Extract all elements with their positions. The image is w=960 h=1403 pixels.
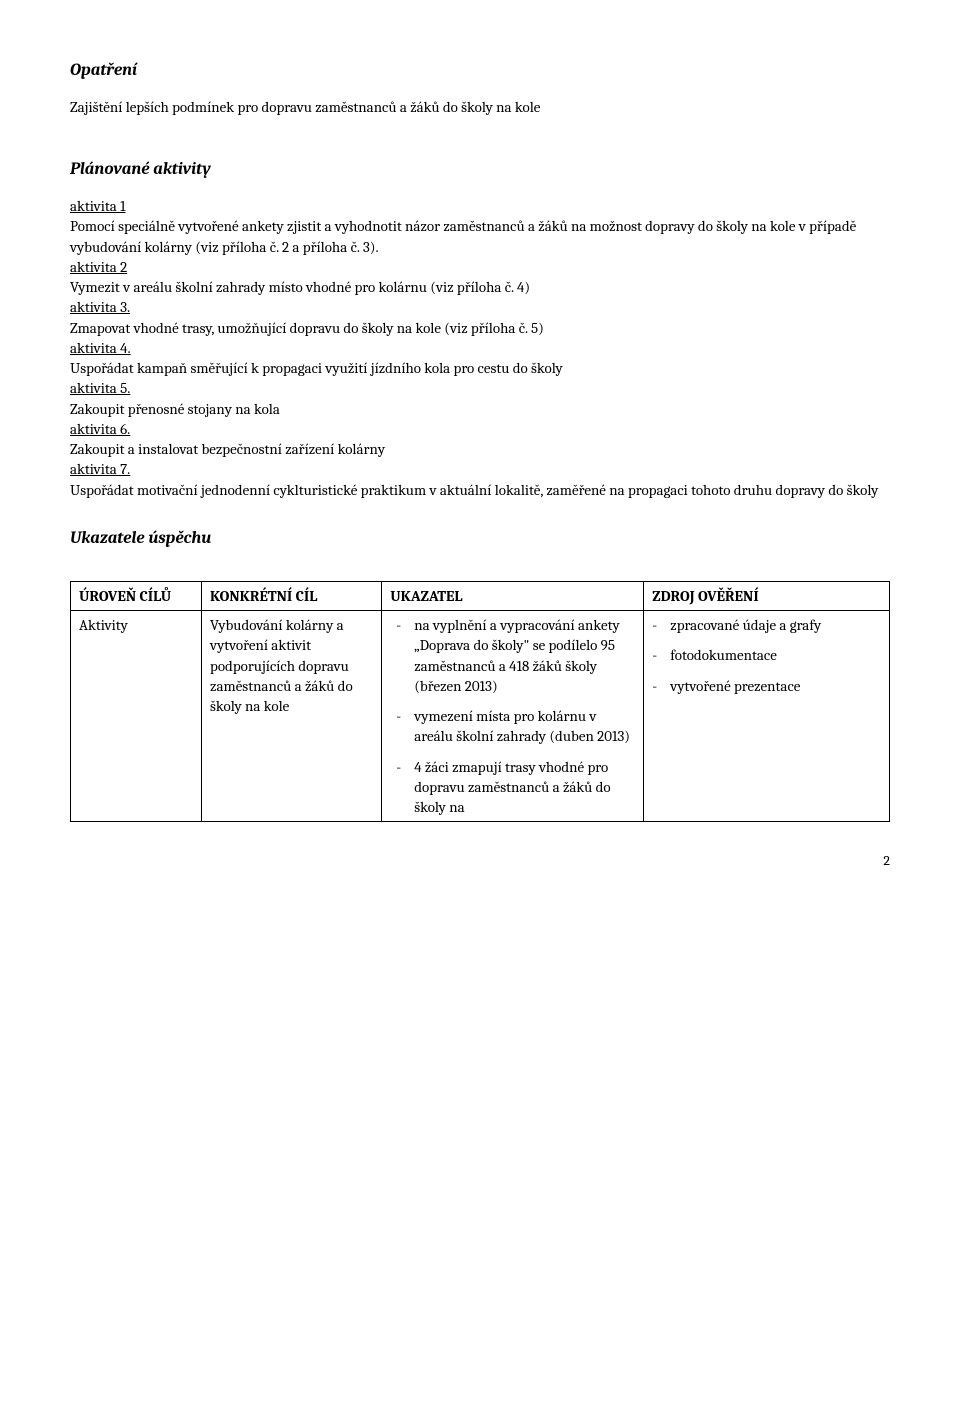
indicator-item: - vymezení místa pro kolárnu v areálu šk… <box>390 706 635 747</box>
indicators-table: ÚROVEŇ CÍLŮ KONKRÉTNÍ CÍL UKAZATEL ZDROJ… <box>70 581 890 823</box>
activity-1: aktivita 1 Pomocí speciálně vytvořené an… <box>70 196 890 257</box>
activity-5: aktivita 5. Zakoupit přenosné stojany na… <box>70 378 890 419</box>
opatreni-text: Zajištění lepších podmínek pro dopravu z… <box>70 97 890 117</box>
th-source: ZDROJ OVĚŘENÍ <box>644 581 890 610</box>
activity-2-label: aktivita 2 <box>70 258 127 276</box>
source-item: - zpracované údaje a grafy <box>652 615 881 635</box>
th-indicator: UKAZATEL <box>382 581 644 610</box>
dash-icon: - <box>390 615 414 696</box>
activity-6-label: aktivita 6. <box>70 420 130 438</box>
dash-icon: - <box>652 676 670 696</box>
heading-planovane-aktivity: Plánované aktivity <box>70 159 890 182</box>
cell-sources: - zpracované údaje a grafy - fotodokumen… <box>644 611 890 822</box>
activity-1-text: Pomocí speciálně vytvořené ankety zjisti… <box>70 217 856 255</box>
table-row: Aktivity Vybudování kolárny a vytvoření … <box>71 611 890 822</box>
activity-3-text: Zmapovat vhodné trasy, umožňující doprav… <box>70 319 544 337</box>
cell-indicators: - na vyplnění a vypracování ankety „Dopr… <box>382 611 644 822</box>
activity-7-label: aktivita 7. <box>70 460 130 478</box>
activity-3: aktivita 3. Zmapovat vhodné trasy, umožň… <box>70 297 890 338</box>
activity-4-text: Uspořádat kampaň směřující k propagaci v… <box>70 359 563 377</box>
th-goal: KONKRÉTNÍ CÍL <box>202 581 382 610</box>
activity-4-label: aktivita 4. <box>70 339 131 357</box>
activity-2: aktivita 2 Vymezit v areálu školní zahra… <box>70 257 890 298</box>
activity-1-label: aktivita 1 <box>70 197 126 215</box>
activity-5-text: Zakoupit přenosné stojany na kola <box>70 400 280 418</box>
source-text-2: fotodokumentace <box>670 645 881 665</box>
source-text-3: vytvořené prezentace <box>670 676 881 696</box>
cell-level: Aktivity <box>71 611 202 822</box>
activity-3-label: aktivita 3. <box>70 298 130 316</box>
activity-7-text: Uspořádat motivační jednodenní cyklturis… <box>70 481 878 499</box>
dash-icon: - <box>652 615 670 635</box>
indicator-item: - 4 žáci zmapují trasy vhodné pro doprav… <box>390 757 635 818</box>
source-item: - fotodokumentace <box>652 645 881 665</box>
activity-5-label: aktivita 5. <box>70 379 130 397</box>
dash-icon: - <box>390 757 414 818</box>
activity-7: aktivita 7. Uspořádat motivační jednoden… <box>70 459 890 500</box>
indicator-text-1: na vyplnění a vypracování ankety „Doprav… <box>414 615 635 696</box>
dash-icon: - <box>652 645 670 665</box>
indicator-text-3: 4 žáci zmapují trasy vhodné pro dopravu … <box>414 757 635 818</box>
activity-4: aktivita 4. Uspořádat kampaň směřující k… <box>70 338 890 379</box>
cell-goal: Vybudování kolárny a vytvoření aktivit p… <box>202 611 382 822</box>
source-text-1: zpracované údaje a grafy <box>670 615 881 635</box>
heading-ukazatele-uspechu: Ukazatele úspěchu <box>70 528 890 551</box>
th-level: ÚROVEŇ CÍLŮ <box>71 581 202 610</box>
source-item: - vytvořené prezentace <box>652 676 881 696</box>
indicator-text-2: vymezení místa pro kolárnu v areálu škol… <box>414 706 635 747</box>
activity-2-text: Vymezit v areálu školní zahrady místo vh… <box>70 278 530 296</box>
heading-opatreni: Opatření <box>70 60 890 83</box>
page-number: 2 <box>70 852 890 871</box>
dash-icon: - <box>390 706 414 747</box>
table-header-row: ÚROVEŇ CÍLŮ KONKRÉTNÍ CÍL UKAZATEL ZDROJ… <box>71 581 890 610</box>
activity-6: aktivita 6. Zakoupit a instalovat bezpeč… <box>70 419 890 460</box>
indicator-item: - na vyplnění a vypracování ankety „Dopr… <box>390 615 635 696</box>
activity-6-text: Zakoupit a instalovat bezpečnostní zaříz… <box>70 440 385 458</box>
